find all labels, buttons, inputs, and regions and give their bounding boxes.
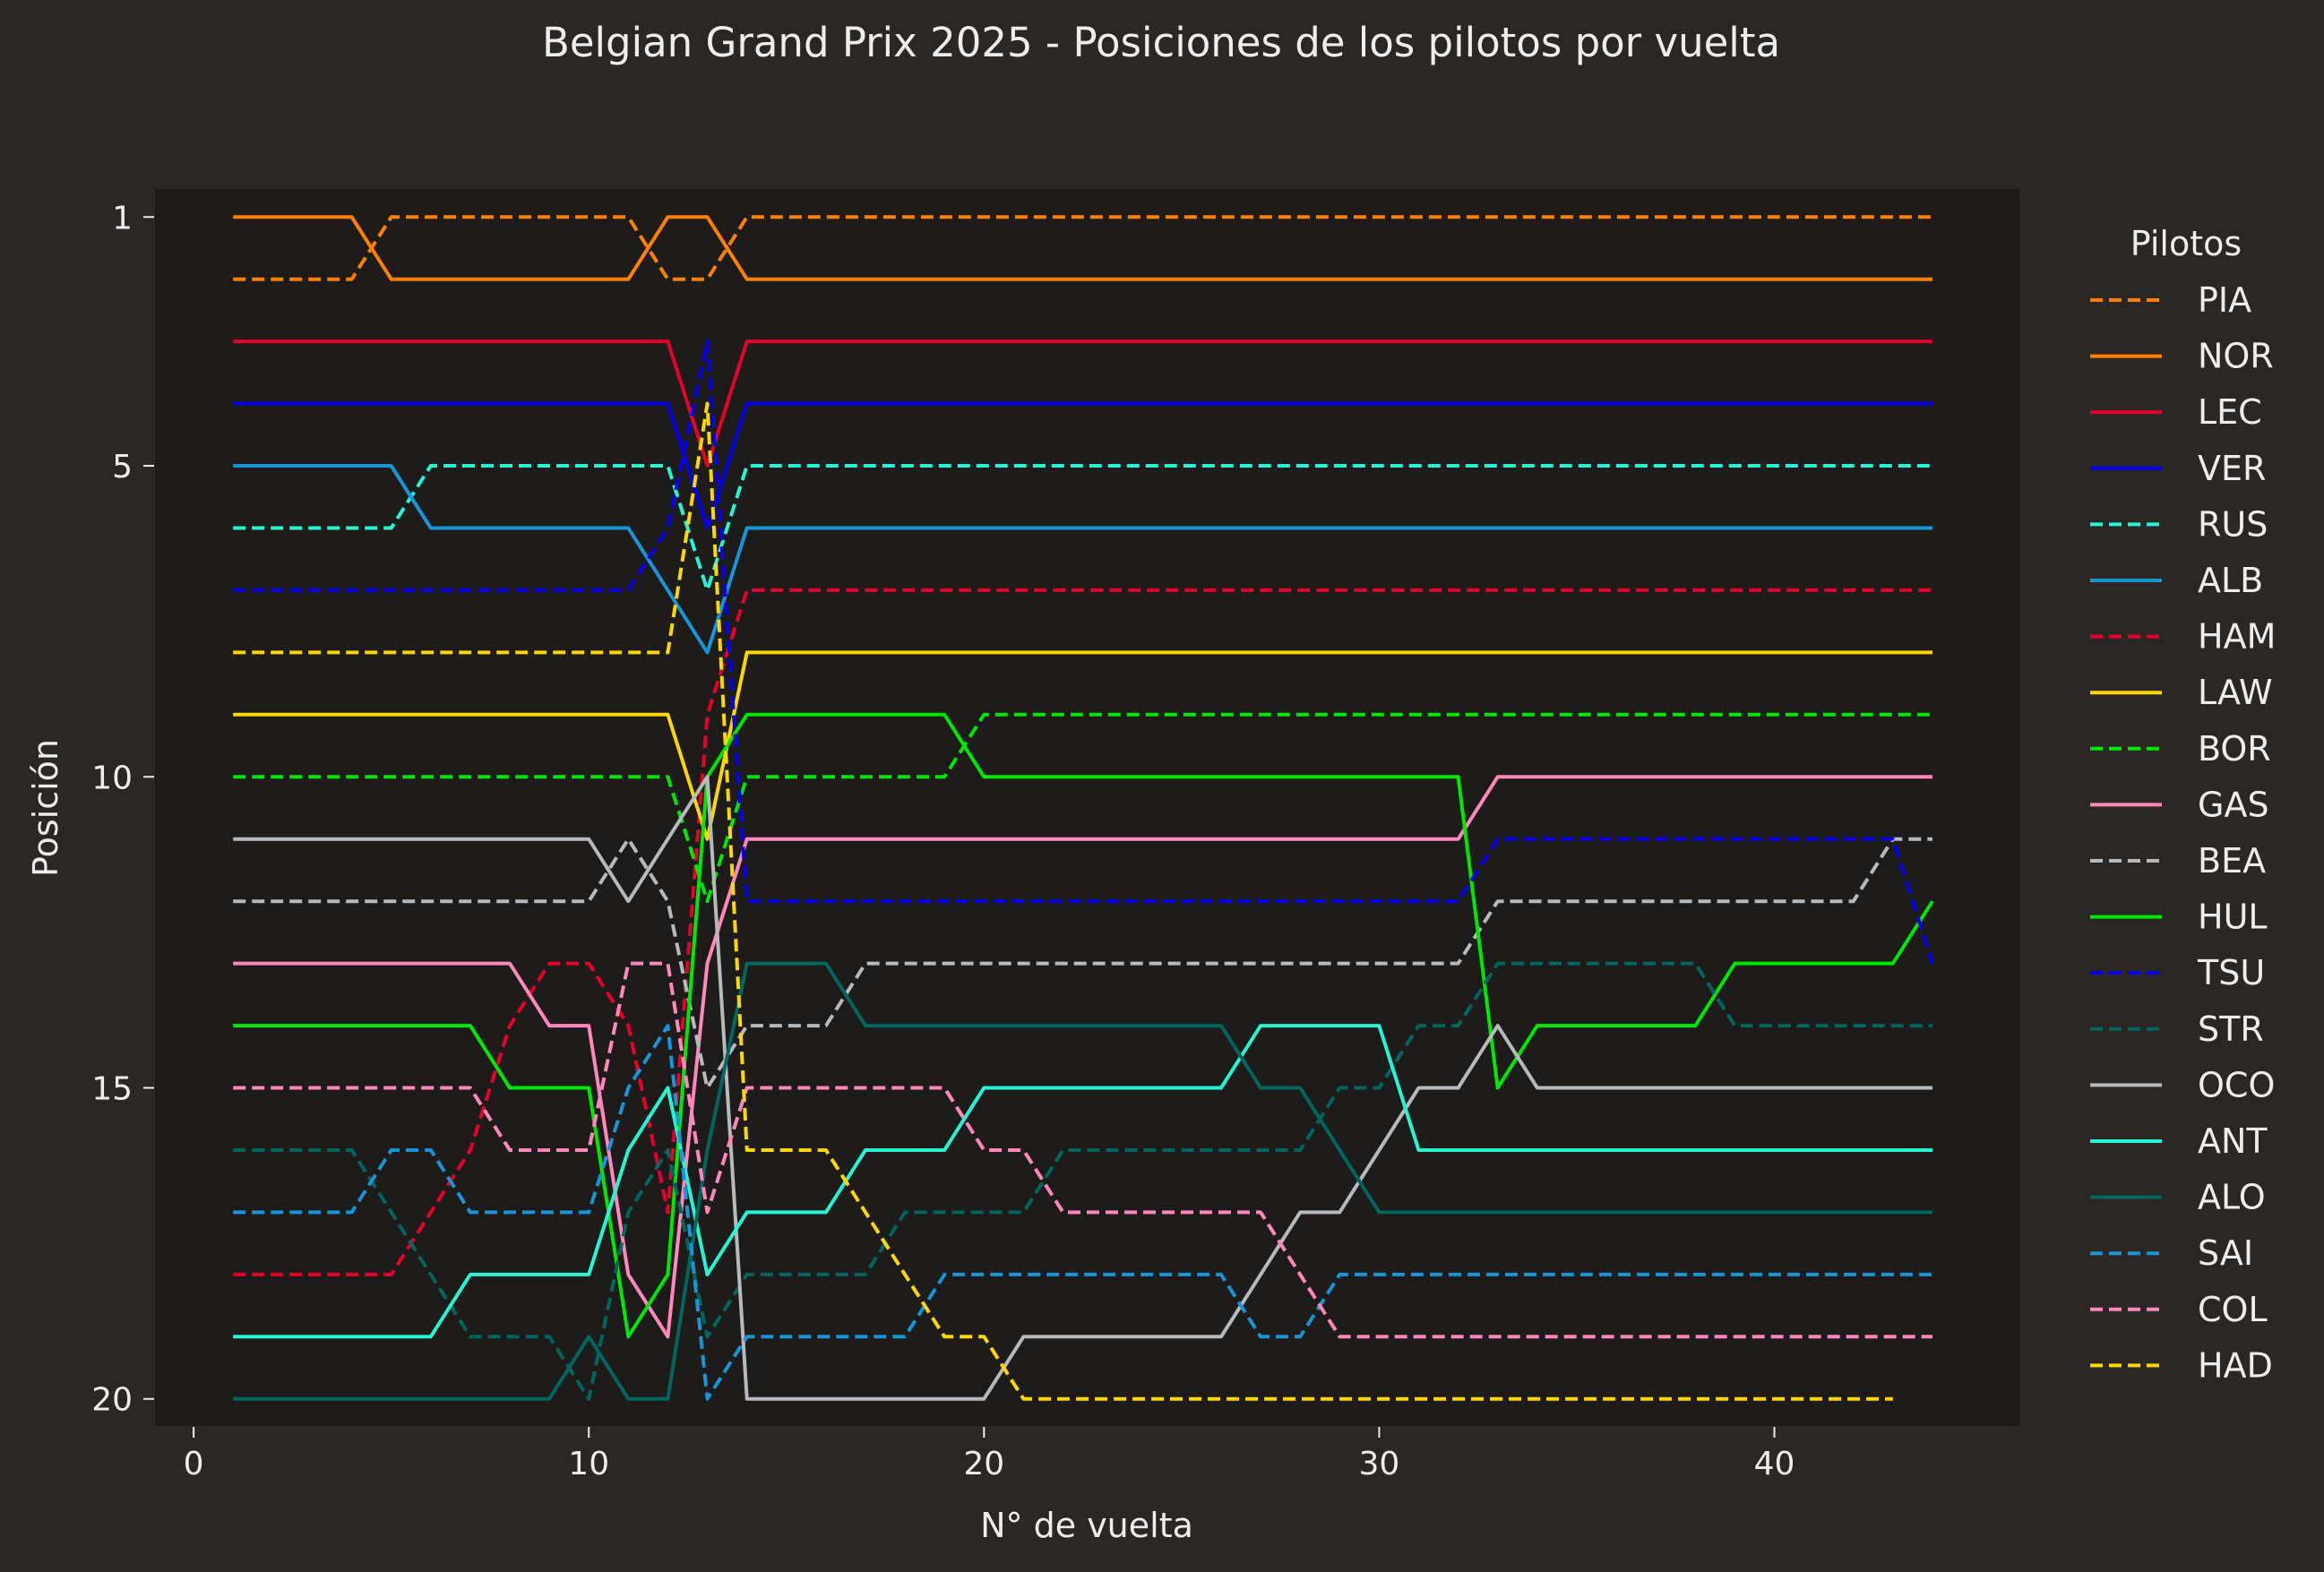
legend-label-col: COL bbox=[2198, 1290, 2268, 1329]
x-tick-label: 40 bbox=[1754, 1446, 1795, 1482]
y-axis-label: Posición bbox=[26, 739, 65, 877]
legend-label-ant: ANT bbox=[2198, 1121, 2268, 1161]
y-tick-label: 15 bbox=[91, 1071, 133, 1108]
legend: Pilotos PIA NOR LEC VER RUS ALB HAM LAW BOR GAS BE… bbox=[2090, 224, 2276, 1385]
y-tick-label: 20 bbox=[91, 1382, 133, 1419]
series-line-gas bbox=[233, 775, 1932, 1339]
series-line-lec bbox=[233, 339, 1932, 468]
legend-label-tsu: TSU bbox=[2197, 953, 2265, 992]
y-tick-label: 5 bbox=[112, 449, 133, 485]
x-tick-label: 0 bbox=[184, 1446, 204, 1482]
series-line-nor bbox=[233, 215, 1932, 281]
legend-label-lec: LEC bbox=[2198, 392, 2262, 432]
series-line-bea bbox=[233, 837, 1932, 1090]
legend-label-had: HAD bbox=[2198, 1345, 2273, 1385]
legend-label-bea: BEA bbox=[2198, 841, 2266, 880]
series-line-tsu bbox=[233, 339, 1934, 965]
legend-label-ver: VER bbox=[2198, 449, 2266, 488]
series-line-pia bbox=[233, 215, 1932, 281]
series-line-col bbox=[233, 961, 1932, 1339]
y-tick-label: 1 bbox=[112, 200, 133, 236]
legend-label-alb: ALB bbox=[2198, 561, 2263, 600]
legend-label-hul: HUL bbox=[2198, 898, 2268, 937]
series-lines bbox=[233, 215, 1934, 1401]
x-tick-label: 10 bbox=[568, 1446, 609, 1482]
x-tick-label: 20 bbox=[963, 1446, 1004, 1482]
series-line-alb bbox=[233, 464, 1932, 655]
series-line-sai bbox=[233, 1024, 1932, 1401]
legend-label-pia: PIA bbox=[2198, 280, 2251, 320]
plot-area bbox=[154, 189, 2019, 1427]
legend-label-nor: NOR bbox=[2198, 337, 2274, 376]
series-line-ant bbox=[233, 1024, 1932, 1339]
series-line-oco bbox=[233, 775, 1932, 1401]
series-line-str bbox=[233, 961, 1932, 1401]
series-line-ham bbox=[233, 588, 1932, 1276]
chart-title: Belgian Grand Prix 2025 - Posiciones de … bbox=[542, 19, 1780, 66]
legend-label-alo: ALO bbox=[2198, 1178, 2266, 1217]
y-tick-label: 10 bbox=[91, 760, 133, 796]
series-line-alo bbox=[233, 961, 1932, 1401]
x-axis-label: N° de vuelta bbox=[980, 1506, 1193, 1545]
series-line-bor bbox=[233, 712, 1932, 904]
legend-label-gas: GAS bbox=[2198, 785, 2269, 824]
series-line-ver bbox=[233, 401, 1932, 530]
series-line-law bbox=[233, 650, 1932, 841]
legend-title: Pilotos bbox=[2130, 224, 2242, 263]
legend-label-sai: SAI bbox=[2198, 1233, 2253, 1273]
legend-label-oco: OCO bbox=[2198, 1065, 2275, 1104]
legend-label-rus: RUS bbox=[2198, 504, 2268, 544]
legend-label-law: LAW bbox=[2198, 673, 2273, 712]
legend-label-str: STR bbox=[2198, 1009, 2264, 1049]
legend-label-bor: BOR bbox=[2198, 729, 2271, 769]
series-line-hul bbox=[233, 712, 1934, 1339]
series-line-rus bbox=[233, 464, 1932, 592]
series-line-had bbox=[233, 401, 1893, 1401]
legend-label-ham: HAM bbox=[2198, 617, 2276, 657]
x-tick-label: 30 bbox=[1359, 1446, 1400, 1482]
